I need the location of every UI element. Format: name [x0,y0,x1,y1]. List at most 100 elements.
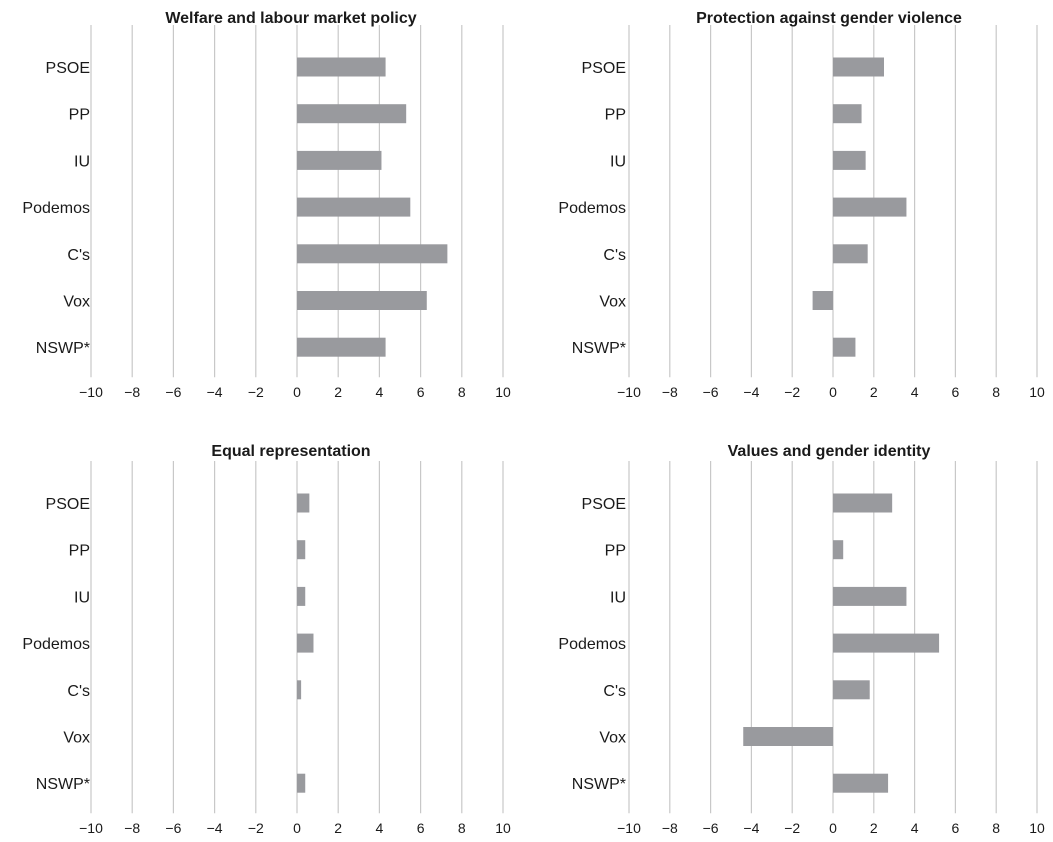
x-tick-label: 8 [992,384,1000,400]
category-label: PP [69,107,90,124]
category-label: Podemos [558,200,626,217]
category-label: IU [74,153,90,170]
x-tick-label: 0 [829,384,837,400]
category-label: Podemos [22,636,90,653]
category-label: Vox [599,730,626,747]
panel-title: Protection against gender violence [696,10,962,27]
x-tick-label: −10 [617,820,641,836]
x-tick-label: 0 [293,820,301,836]
category-label: Podemos [558,636,626,653]
x-tick-label: −2 [784,820,800,836]
bar-psoe [833,57,884,77]
x-tick-label: −4 [207,384,223,400]
x-tick-label: −4 [207,820,223,836]
x-tick-label: 2 [334,384,342,400]
bar-iu [833,150,866,170]
x-tick-label: 0 [293,384,301,400]
panel-title: Values and gender identity [728,443,931,460]
category-label: PSOE [582,60,626,77]
category-label: PP [605,543,626,560]
x-tick-label: 8 [992,820,1000,836]
x-tick-label: −8 [662,384,678,400]
x-tick-label: 4 [376,384,384,400]
bar-nswp [833,337,856,357]
category-label: PP [605,107,626,124]
category-label: PSOE [582,496,626,513]
bar-psoe [297,57,386,77]
category-label: Vox [63,730,90,747]
bar-vox [297,291,427,310]
x-tick-label: −8 [662,820,678,836]
x-tick-label: 10 [495,820,511,836]
bar-podemos [297,197,411,217]
chart-panel-4: Values and gender identity PSOE PP IU Podemo… [558,443,1045,836]
x-tick-label: −2 [248,384,264,400]
bar-cs [833,244,868,264]
category-label: PP [69,543,90,560]
bar-nswp [297,773,306,793]
x-tick-label: −6 [703,384,719,400]
bar-pp [833,540,844,560]
bar-pp [833,104,862,124]
x-tick-label: −10 [79,820,103,836]
category-label: C's [67,247,90,264]
bar-psoe [297,493,310,513]
category-label: PSOE [46,60,90,77]
bar-vox [743,727,833,746]
category-label: NSWP* [36,776,90,793]
x-tick-label: 6 [417,820,425,836]
x-tick-label: −10 [79,384,103,400]
bar-cs [297,244,448,264]
bar-iu [833,586,907,606]
bar-pp [297,104,407,124]
bar-podemos [833,197,907,217]
x-tick-label: 2 [870,384,878,400]
category-label: Vox [63,294,90,311]
bar-cs [833,680,870,700]
category-label: Podemos [22,200,90,217]
bar-nswp [833,773,889,793]
x-tick-label: 6 [952,384,960,400]
x-tick-label: 8 [458,820,466,836]
bar-podemos [297,633,314,653]
x-tick-label: −4 [743,384,759,400]
bar-psoe [833,493,893,513]
x-tick-label: −8 [124,820,140,836]
panel-title: Equal representation [211,443,370,460]
x-tick-label: −10 [617,384,641,400]
x-tick-label: 4 [911,384,919,400]
x-tick-label: −6 [165,384,181,400]
x-tick-label: −6 [165,820,181,836]
x-tick-label: −6 [703,820,719,836]
bar-pp [297,540,306,560]
chart-panel-3: Equal representation PSOE PP IU Podemos C's Vo… [22,443,511,836]
category-label: IU [610,153,626,170]
category-label: IU [74,589,90,606]
category-label: NSWP* [36,340,90,357]
bar-podemos [833,633,940,653]
chart-panel-1: Welfare and labour market policy PSOE PP IU… [22,10,511,400]
x-tick-label: 10 [495,384,511,400]
bar-iu [297,150,382,170]
category-label: C's [603,683,626,700]
x-tick-label: 4 [911,820,919,836]
x-tick-label: 2 [334,820,342,836]
x-tick-label: −4 [743,820,759,836]
bar-nswp [297,337,386,357]
x-tick-label: −2 [248,820,264,836]
x-tick-label: 6 [417,384,425,400]
panel-title: Welfare and labour market policy [165,10,416,27]
category-label: PSOE [46,496,90,513]
category-label: IU [610,589,626,606]
x-tick-label: 8 [458,384,466,400]
category-label: NSWP* [572,776,626,793]
x-tick-label: 10 [1029,820,1045,836]
category-label: Vox [599,294,626,311]
bar-cs [297,680,302,700]
x-tick-label: −8 [124,384,140,400]
bar-vox [812,291,833,310]
x-tick-label: −2 [784,384,800,400]
category-label: C's [603,247,626,264]
category-label: NSWP* [572,340,626,357]
